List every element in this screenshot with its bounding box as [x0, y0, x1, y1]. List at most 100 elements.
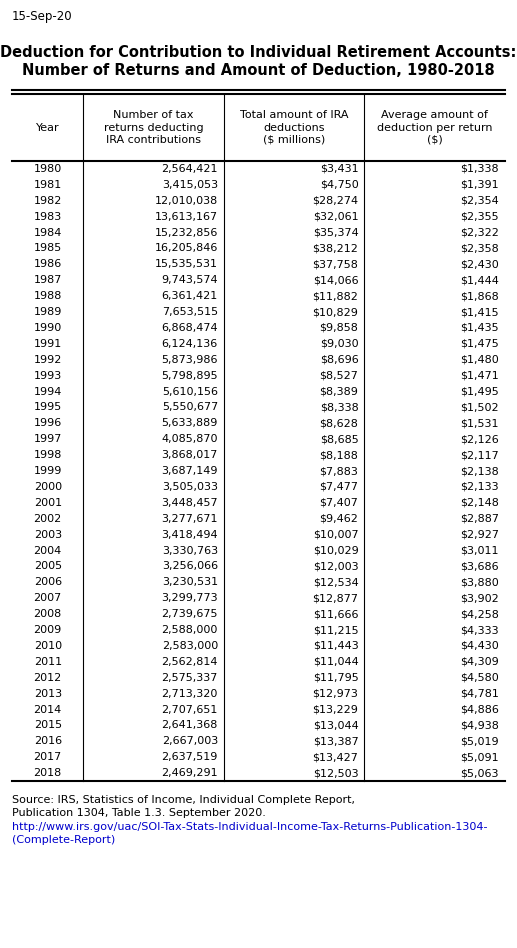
Text: $11,443: $11,443 — [313, 641, 358, 651]
Text: $4,580: $4,580 — [460, 673, 499, 683]
Text: Number of Returns and Amount of Deduction, 1980-2018: Number of Returns and Amount of Deductio… — [22, 63, 494, 78]
Text: $4,938: $4,938 — [460, 720, 499, 731]
Text: 2,562,814: 2,562,814 — [161, 657, 218, 666]
Text: 3,230,531: 3,230,531 — [162, 577, 218, 588]
Text: 2014: 2014 — [34, 704, 62, 715]
Text: $1,444: $1,444 — [460, 275, 499, 285]
Text: 2011: 2011 — [34, 657, 62, 666]
Text: 1992: 1992 — [34, 355, 62, 365]
Text: $4,750: $4,750 — [320, 180, 358, 190]
Text: $13,387: $13,387 — [313, 737, 358, 746]
Text: $9,462: $9,462 — [320, 514, 358, 523]
Text: $2,148: $2,148 — [460, 498, 499, 508]
Text: $3,902: $3,902 — [460, 593, 499, 603]
Text: 1987: 1987 — [34, 275, 62, 285]
Text: 1980: 1980 — [34, 164, 62, 173]
Text: 2,575,337: 2,575,337 — [162, 673, 218, 683]
Text: 1986: 1986 — [34, 260, 62, 269]
Text: $8,188: $8,188 — [320, 450, 358, 460]
Text: $8,685: $8,685 — [320, 434, 358, 445]
Text: $2,322: $2,322 — [460, 228, 499, 238]
Text: $1,435: $1,435 — [460, 323, 499, 333]
Text: 2,637,519: 2,637,519 — [162, 753, 218, 762]
Text: 2,564,421: 2,564,421 — [161, 164, 218, 173]
Text: $10,829: $10,829 — [313, 307, 358, 317]
Text: Deduction for Contribution to Individual Retirement Accounts:: Deduction for Contribution to Individual… — [0, 45, 516, 60]
Text: $12,503: $12,503 — [313, 768, 358, 778]
Text: 1999: 1999 — [34, 466, 62, 476]
Text: $28,274: $28,274 — [312, 195, 358, 206]
Text: $8,696: $8,696 — [320, 355, 358, 365]
Text: $3,011: $3,011 — [461, 545, 499, 556]
Text: $11,795: $11,795 — [313, 673, 358, 683]
Text: 2005: 2005 — [34, 561, 62, 572]
Text: $9,030: $9,030 — [320, 338, 358, 349]
Text: 3,687,149: 3,687,149 — [161, 466, 218, 476]
Text: 1989: 1989 — [34, 307, 62, 317]
Text: 3,505,033: 3,505,033 — [162, 482, 218, 492]
Text: 4,085,870: 4,085,870 — [161, 434, 218, 445]
Text: $3,431: $3,431 — [320, 164, 358, 173]
Text: $2,430: $2,430 — [460, 260, 499, 269]
Text: 2,641,368: 2,641,368 — [162, 720, 218, 731]
Text: $2,138: $2,138 — [460, 466, 499, 476]
Text: 2006: 2006 — [34, 577, 62, 588]
Text: 2010: 2010 — [34, 641, 62, 651]
Text: 2003: 2003 — [34, 530, 62, 539]
Text: 6,361,421: 6,361,421 — [162, 291, 218, 301]
Text: 7,653,515: 7,653,515 — [162, 307, 218, 317]
Text: 3,330,763: 3,330,763 — [162, 545, 218, 556]
Text: 3,415,053: 3,415,053 — [162, 180, 218, 190]
Text: 2000: 2000 — [34, 482, 62, 492]
Text: 1995: 1995 — [34, 403, 62, 412]
Text: $7,477: $7,477 — [320, 482, 358, 492]
Text: Year: Year — [36, 122, 59, 133]
Text: $1,471: $1,471 — [460, 371, 499, 381]
Text: $1,415: $1,415 — [460, 307, 499, 317]
Text: (Complete-Report): (Complete-Report) — [12, 835, 115, 845]
Text: $2,354: $2,354 — [460, 195, 499, 206]
Text: $2,355: $2,355 — [460, 211, 499, 222]
Text: 1991: 1991 — [34, 338, 62, 349]
Text: $1,338: $1,338 — [460, 164, 499, 173]
Text: 13,613,167: 13,613,167 — [155, 211, 218, 222]
Text: 12,010,038: 12,010,038 — [155, 195, 218, 206]
Text: $32,061: $32,061 — [313, 211, 358, 222]
Text: $12,534: $12,534 — [313, 577, 358, 588]
Text: 2007: 2007 — [34, 593, 62, 603]
Text: 1990: 1990 — [34, 323, 62, 333]
Text: $1,391: $1,391 — [460, 180, 499, 190]
Text: $5,063: $5,063 — [461, 768, 499, 778]
Text: $11,044: $11,044 — [313, 657, 358, 666]
Text: $8,389: $8,389 — [320, 387, 358, 396]
Text: $10,007: $10,007 — [313, 530, 358, 539]
Text: 6,868,474: 6,868,474 — [161, 323, 218, 333]
Text: 1982: 1982 — [34, 195, 62, 206]
Text: $9,858: $9,858 — [320, 323, 358, 333]
Text: 1985: 1985 — [34, 244, 62, 253]
Text: $35,374: $35,374 — [313, 228, 358, 238]
Text: 2013: 2013 — [34, 688, 62, 699]
Text: Publication 1304, Table 1.3. September 2020.: Publication 1304, Table 1.3. September 2… — [12, 808, 266, 818]
Text: 3,448,457: 3,448,457 — [161, 498, 218, 508]
Text: 3,868,017: 3,868,017 — [162, 450, 218, 460]
Text: $4,258: $4,258 — [460, 610, 499, 619]
Text: 6,124,136: 6,124,136 — [162, 338, 218, 349]
Text: 2,583,000: 2,583,000 — [162, 641, 218, 651]
Text: Source: IRS, Statistics of Income, Individual Complete Report,: Source: IRS, Statistics of Income, Indiv… — [12, 795, 355, 805]
Text: 15-Sep-20: 15-Sep-20 — [12, 10, 72, 23]
Text: 2008: 2008 — [34, 610, 62, 619]
Text: 1983: 1983 — [34, 211, 62, 222]
Text: $13,229: $13,229 — [313, 704, 358, 715]
Text: $8,338: $8,338 — [320, 403, 358, 412]
Text: $1,531: $1,531 — [461, 418, 499, 428]
Text: $12,973: $12,973 — [313, 688, 358, 699]
Text: 3,277,671: 3,277,671 — [161, 514, 218, 523]
Text: 5,610,156: 5,610,156 — [162, 387, 218, 396]
Text: 2,667,003: 2,667,003 — [162, 737, 218, 746]
Text: 1996: 1996 — [34, 418, 62, 428]
Text: 2,469,291: 2,469,291 — [161, 768, 218, 778]
Text: 1994: 1994 — [34, 387, 62, 396]
Text: $10,029: $10,029 — [313, 545, 358, 556]
Text: 2001: 2001 — [34, 498, 62, 508]
